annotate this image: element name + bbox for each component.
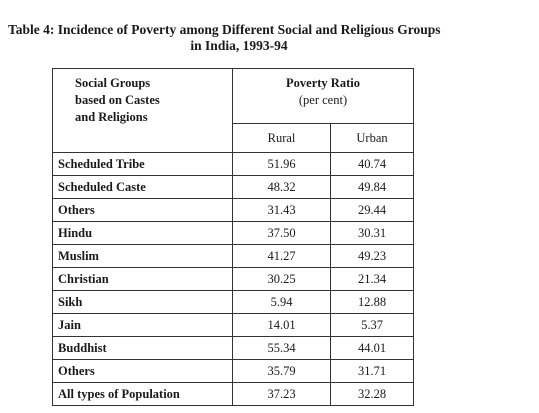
urban-cell: 44.01 xyxy=(330,336,414,360)
table-row: All types of Population 37.23 32.28 xyxy=(52,382,414,406)
group-cell: Others xyxy=(52,198,233,222)
group-cell: Jain xyxy=(52,313,233,337)
rural-cell: 14.01 xyxy=(232,313,331,337)
urban-cell: 49.23 xyxy=(330,244,414,268)
table-row: Scheduled Caste 48.32 49.84 xyxy=(52,175,414,199)
table-row: Buddhist 55.34 44.01 xyxy=(52,336,414,360)
rural-cell: 48.32 xyxy=(232,175,331,199)
poverty-ratio-label: Poverty Ratio xyxy=(286,76,360,90)
rural-cell: 35.79 xyxy=(232,359,331,383)
group-cell: Hindu xyxy=(52,221,233,245)
table-row: Scheduled Tribe 51.96 40.74 xyxy=(52,152,414,176)
social-groups-header-line: and Religions xyxy=(75,110,148,124)
rural-cell: 37.50 xyxy=(232,221,331,245)
group-cell: Sikh xyxy=(52,290,233,314)
urban-cell: 31.71 xyxy=(330,359,414,383)
table-title-line2: in India, 1993-94 xyxy=(190,38,288,53)
group-cell: Muslim xyxy=(52,244,233,268)
rural-cell: 31.43 xyxy=(232,198,331,222)
group-cell: Buddhist xyxy=(52,336,233,360)
rural-cell: 30.25 xyxy=(232,267,331,291)
rural-cell: 5.94 xyxy=(232,290,331,314)
table-row: Sikh 5.94 12.88 xyxy=(52,290,414,314)
urban-cell: 29.44 xyxy=(330,198,414,222)
group-cell: Others xyxy=(52,359,233,383)
table-row: Jain 14.01 5.37 xyxy=(52,313,414,337)
table-row: Christian 30.25 21.34 xyxy=(52,267,414,291)
group-cell: Christian xyxy=(52,267,233,291)
social-groups-header: Social Groups based on Castes and Religi… xyxy=(52,68,233,153)
table-title: Table 4: Incidence of Poverty among Diff… xyxy=(0,22,478,54)
urban-cell: 5.37 xyxy=(330,313,414,337)
urban-header: Urban xyxy=(330,123,414,153)
table-row: Others 35.79 31.71 xyxy=(52,359,414,383)
poverty-table: Social Groups based on Castes and Religi… xyxy=(52,68,414,406)
poverty-ratio-unit: (per cent) xyxy=(298,93,348,107)
table-title-line1: Table 4: Incidence of Poverty among Diff… xyxy=(8,22,441,37)
table-row: Others 31.43 29.44 xyxy=(52,198,414,222)
urban-cell: 21.34 xyxy=(330,267,414,291)
group-cell: All types of Population xyxy=(52,382,233,406)
social-groups-header-line: based on Castes xyxy=(75,93,160,107)
group-cell: Scheduled Caste xyxy=(52,175,233,199)
group-cell: Scheduled Tribe xyxy=(52,152,233,176)
poverty-ratio-header: Poverty Ratio (per cent) xyxy=(232,68,414,124)
rural-cell: 37.23 xyxy=(232,382,331,406)
rural-cell: 51.96 xyxy=(232,152,331,176)
urban-cell: 32.28 xyxy=(330,382,414,406)
rural-header: Rural xyxy=(232,123,331,153)
table-row: Hindu 37.50 30.31 xyxy=(52,221,414,245)
rural-cell: 55.34 xyxy=(232,336,331,360)
urban-cell: 49.84 xyxy=(330,175,414,199)
table-body: Scheduled Tribe 51.96 40.74 Scheduled Caste… xyxy=(52,152,414,406)
table-row: Muslim 41.27 49.23 xyxy=(52,244,414,268)
urban-cell: 12.88 xyxy=(330,290,414,314)
social-groups-header-line: Social Groups xyxy=(75,76,151,90)
urban-cell: 40.74 xyxy=(330,152,414,176)
rural-cell: 41.27 xyxy=(232,244,331,268)
urban-cell: 30.31 xyxy=(330,221,414,245)
